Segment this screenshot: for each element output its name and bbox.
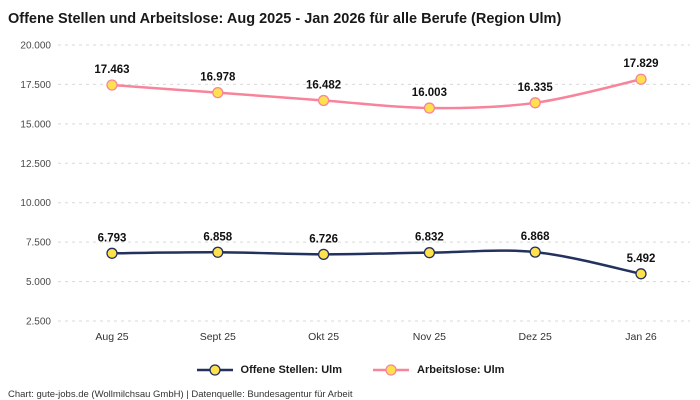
chart-svg: 2.500 5.000 7.500 10.000 12.500 15.000 17.500 2… [20, 41, 690, 343]
data-label: 16.482 [306, 79, 341, 91]
y-tick-label: 2.500 [26, 317, 51, 328]
y-tick-label: 5.000 [26, 277, 51, 288]
x-tick-label: Jan 26 [625, 331, 657, 343]
data-point [635, 268, 647, 280]
series-line-0 [110, 249, 643, 276]
data-point [212, 87, 224, 99]
data-point [635, 73, 647, 85]
data-label: 6.832 [415, 232, 444, 244]
data-point [423, 102, 436, 114]
y-tick-label: 15.000 [20, 119, 51, 130]
chart-area: 2.500 5.000 7.500 10.000 12.500 15.000 17.500 2… [0, 29, 700, 359]
data-label: 6.726 [309, 233, 338, 245]
data-label: 5.492 [627, 253, 656, 265]
legend-label-arbeitslose: Arbeitslose: Ulm [417, 364, 505, 376]
data-label: 16.003 [412, 87, 447, 99]
data-point [529, 246, 541, 258]
y-tick-label: 10.000 [20, 198, 51, 209]
legend-marker-offene-stellen [196, 364, 233, 376]
data-label: 16.978 [200, 72, 236, 84]
data-point [317, 94, 330, 107]
series-line-1 [110, 77, 643, 110]
y-tick-label: 12.500 [20, 159, 51, 170]
data-point [106, 247, 118, 259]
data-label: 6.858 [203, 231, 232, 243]
x-tick-label: Sept 25 [200, 331, 236, 343]
x-tick-label: Aug 25 [95, 331, 128, 343]
x-tick-label: Okt 25 [308, 331, 339, 343]
data-point [106, 79, 118, 91]
chart-legend: Offene Stellen: Ulm Arbeitslose: Ulm [0, 359, 700, 381]
data-label: 17.463 [94, 64, 129, 76]
y-tick-label: 7.500 [26, 238, 51, 249]
legend-item-offene-stellen: Offene Stellen: Ulm [196, 363, 342, 377]
data-label: 16.335 [518, 82, 554, 94]
data-point [529, 97, 541, 109]
y-tick-label: 20.000 [20, 41, 51, 52]
data-point [423, 247, 436, 259]
y-tick-label: 17.500 [20, 80, 51, 91]
legend-item-arbeitslose: Arbeitslose: Ulm [372, 363, 504, 377]
source-credit: Chart: gute-jobs.de (Wollmilchsau GmbH) … [8, 389, 353, 400]
chart-title: Offene Stellen und Arbeitslose: Aug 2025… [8, 11, 562, 27]
legend-marker-arbeitslose [373, 364, 410, 376]
x-tick-label: Nov 25 [413, 331, 446, 343]
data-point [212, 246, 224, 258]
data-label: 6.868 [521, 231, 550, 243]
data-label: 6.793 [98, 232, 127, 244]
x-tick-label: Dez 25 [519, 331, 552, 343]
data-label: 17.829 [623, 58, 658, 70]
data-point [317, 248, 330, 260]
legend-label-offene-stellen: Offene Stellen: Ulm [240, 364, 343, 376]
